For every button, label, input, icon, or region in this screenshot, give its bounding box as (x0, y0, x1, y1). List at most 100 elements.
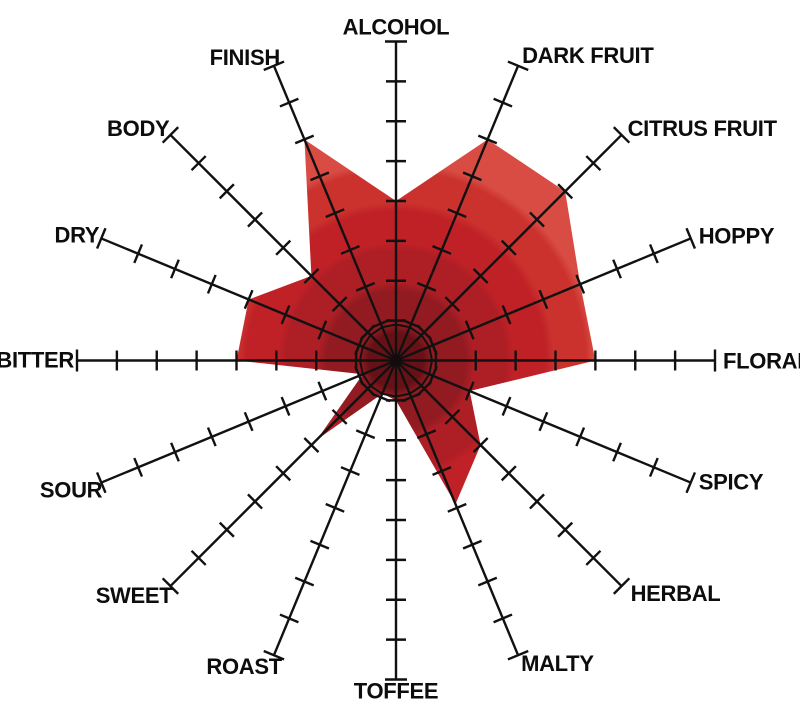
axis-tick (501, 305, 512, 325)
axis-label-bitter: BITTER (0, 348, 74, 373)
axis-tick (294, 134, 315, 145)
axis-tick (190, 155, 207, 172)
axis-tick (685, 227, 697, 250)
axis-label-finish: FINISH (210, 45, 280, 70)
axis-tick (444, 296, 461, 313)
axis-label-toffee: TOFFEE (354, 679, 439, 704)
axis-tick (500, 239, 517, 256)
axis-tick (612, 442, 622, 462)
axis-tick (340, 245, 360, 255)
axis-tick (538, 289, 549, 310)
axis-tick (477, 134, 498, 145)
axis-label-alcohol: ALCOHOL (343, 15, 450, 40)
axis-tick (447, 502, 467, 513)
axis-tick (331, 408, 348, 425)
axis-tick (280, 396, 291, 416)
axis-tick (507, 649, 529, 661)
axis-tick (355, 281, 376, 292)
axis-tick (472, 437, 489, 454)
axis-tick (133, 457, 144, 478)
axis-tick (447, 208, 467, 219)
axis-body (161, 126, 397, 362)
axis-label-citrus-fruit: CITRUS FRUIT (628, 116, 778, 141)
axis-tick (247, 211, 263, 228)
axis-tick (325, 208, 345, 219)
axis-dry (95, 227, 397, 362)
axis-hoppy (395, 227, 697, 362)
axis-tick (310, 171, 330, 182)
axis-tick (263, 649, 285, 661)
axis-tick (303, 267, 320, 284)
axis-tick (557, 521, 574, 538)
axis-tick (464, 381, 475, 401)
axis-tick (325, 502, 345, 513)
axis-floral (396, 349, 717, 372)
axis-tick (161, 577, 180, 595)
axis-sour (95, 359, 397, 494)
axis-tick (190, 549, 207, 566)
axis-tick (529, 211, 545, 228)
axis-tick (317, 320, 328, 340)
axis-tick (444, 408, 461, 425)
axis-tick (462, 171, 482, 182)
axis-tick (585, 549, 602, 566)
axis-tick (218, 183, 235, 200)
axis-finish (263, 60, 398, 361)
axis-tick (133, 243, 144, 264)
axis-tick (243, 411, 254, 432)
axis-label-spicy: SPICY (699, 470, 764, 495)
axis-tick (310, 539, 330, 550)
axis-tick (612, 126, 631, 144)
axis-roast (263, 360, 398, 661)
axis-tick (557, 183, 574, 200)
axis-tick (612, 577, 631, 595)
axis-tick (416, 429, 437, 440)
axis-tick (493, 613, 513, 624)
axis-tick (371, 318, 391, 329)
axis-spicy (395, 359, 697, 494)
axis-tick (575, 274, 586, 294)
axis-tick (685, 471, 697, 494)
data-polygon (236, 139, 596, 505)
axis-tick (648, 457, 659, 478)
axis-tick (538, 411, 549, 432)
axis-label-body: BODY (107, 116, 170, 141)
axis-tick (507, 60, 529, 72)
axis-label-floral: FLORAL (723, 349, 800, 374)
axis-label-herbal: HERBAL (631, 581, 721, 606)
axis-tick (161, 126, 180, 144)
axis-label-hoppy: HOPPY (699, 223, 775, 248)
axis-tick (477, 576, 498, 587)
inner-ring (358, 323, 434, 398)
axis-tick (472, 267, 489, 284)
axis-label-sour: SOUR (40, 478, 103, 503)
axis-tick (294, 576, 315, 587)
axis-tick (247, 493, 263, 510)
axis-bitter (75, 349, 396, 372)
axis-citrus-fruit (395, 126, 631, 362)
axis-tick (612, 259, 622, 279)
axis-tick (500, 465, 517, 482)
axis-tick (529, 493, 545, 510)
axis-tick (303, 437, 320, 454)
axis-tick (243, 289, 254, 310)
axis-tick (275, 465, 292, 482)
axis-label-dark-fruit: DARK FRUIT (522, 43, 654, 68)
axis-tick (317, 381, 328, 401)
axis-tick (432, 466, 452, 476)
axis-tick (95, 227, 107, 250)
axis-tick (206, 427, 217, 447)
axis-tick (170, 259, 180, 279)
axis-herbal (395, 359, 631, 595)
axis-tick (648, 243, 659, 264)
axis-tick (275, 239, 292, 256)
axis-tick (279, 613, 299, 624)
axis-tick (218, 521, 235, 538)
axis-tick (501, 396, 512, 416)
axis-tick (462, 539, 482, 550)
axis-tick (575, 427, 586, 447)
axis-tick (355, 429, 376, 440)
axis-tick (493, 97, 513, 108)
axis-label-dry: DRY (55, 222, 100, 247)
